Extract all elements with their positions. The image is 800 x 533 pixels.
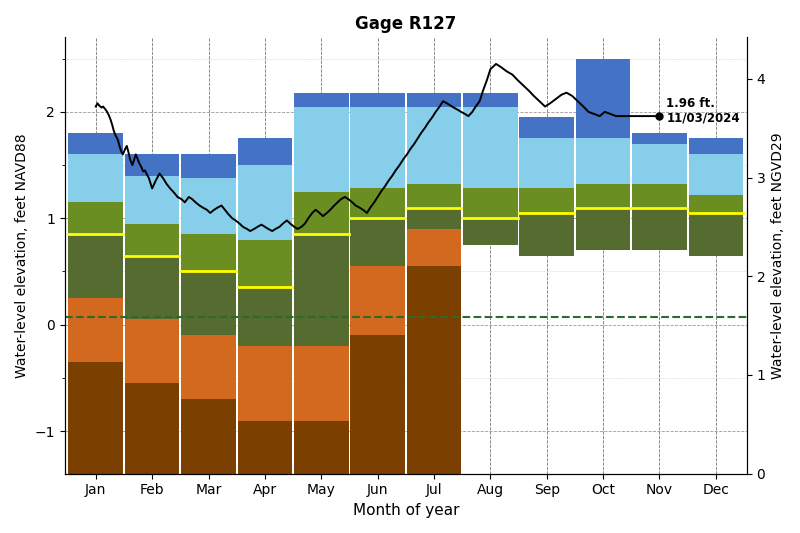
- Bar: [463, 219, 518, 245]
- Bar: [125, 383, 179, 474]
- Bar: [463, 93, 518, 107]
- Bar: [181, 155, 236, 178]
- Bar: [125, 224, 179, 255]
- Bar: [406, 266, 462, 474]
- Bar: [689, 213, 743, 255]
- Bar: [350, 189, 405, 219]
- Y-axis label: Water-level elevation, feet NGVD29: Water-level elevation, feet NGVD29: [771, 132, 785, 379]
- Bar: [350, 219, 405, 266]
- Bar: [519, 117, 574, 139]
- Bar: [294, 192, 349, 234]
- Bar: [238, 239, 292, 287]
- Bar: [632, 144, 687, 184]
- Bar: [576, 139, 630, 184]
- Bar: [632, 208, 687, 250]
- Bar: [576, 59, 630, 139]
- Bar: [294, 107, 349, 192]
- Bar: [125, 176, 179, 224]
- Bar: [181, 234, 236, 271]
- X-axis label: Month of year: Month of year: [353, 503, 459, 518]
- Bar: [238, 165, 292, 239]
- Bar: [350, 107, 405, 189]
- Bar: [238, 421, 292, 474]
- Bar: [294, 234, 349, 346]
- Bar: [69, 362, 123, 474]
- Bar: [406, 208, 462, 229]
- Bar: [181, 335, 236, 399]
- Bar: [519, 189, 574, 213]
- Bar: [576, 184, 630, 208]
- Bar: [689, 195, 743, 213]
- Text: 1.96 ft.
11/03/2024: 1.96 ft. 11/03/2024: [666, 97, 740, 125]
- Bar: [576, 208, 630, 250]
- Bar: [238, 346, 292, 421]
- Bar: [632, 133, 687, 144]
- Title: Gage R127: Gage R127: [355, 15, 457, 33]
- Bar: [69, 133, 123, 155]
- Bar: [519, 213, 574, 255]
- Bar: [69, 155, 123, 203]
- Bar: [350, 93, 405, 107]
- Bar: [463, 189, 518, 219]
- Bar: [238, 139, 292, 165]
- Bar: [181, 399, 236, 474]
- Bar: [350, 335, 405, 474]
- Bar: [406, 93, 462, 107]
- Bar: [463, 107, 518, 189]
- Bar: [294, 93, 349, 107]
- Y-axis label: Water-level elevation, feet NAVD88: Water-level elevation, feet NAVD88: [15, 133, 29, 378]
- Bar: [69, 234, 123, 298]
- Bar: [632, 184, 687, 208]
- Bar: [238, 287, 292, 346]
- Bar: [69, 203, 123, 234]
- Bar: [689, 155, 743, 195]
- Bar: [294, 346, 349, 421]
- Bar: [350, 266, 405, 335]
- Bar: [406, 229, 462, 266]
- Bar: [125, 319, 179, 383]
- Bar: [69, 298, 123, 362]
- Bar: [689, 139, 743, 155]
- Bar: [125, 155, 179, 176]
- Bar: [181, 271, 236, 335]
- Bar: [406, 107, 462, 184]
- Bar: [519, 139, 574, 189]
- Bar: [294, 421, 349, 474]
- Bar: [125, 255, 179, 319]
- Bar: [181, 178, 236, 234]
- Bar: [406, 184, 462, 208]
